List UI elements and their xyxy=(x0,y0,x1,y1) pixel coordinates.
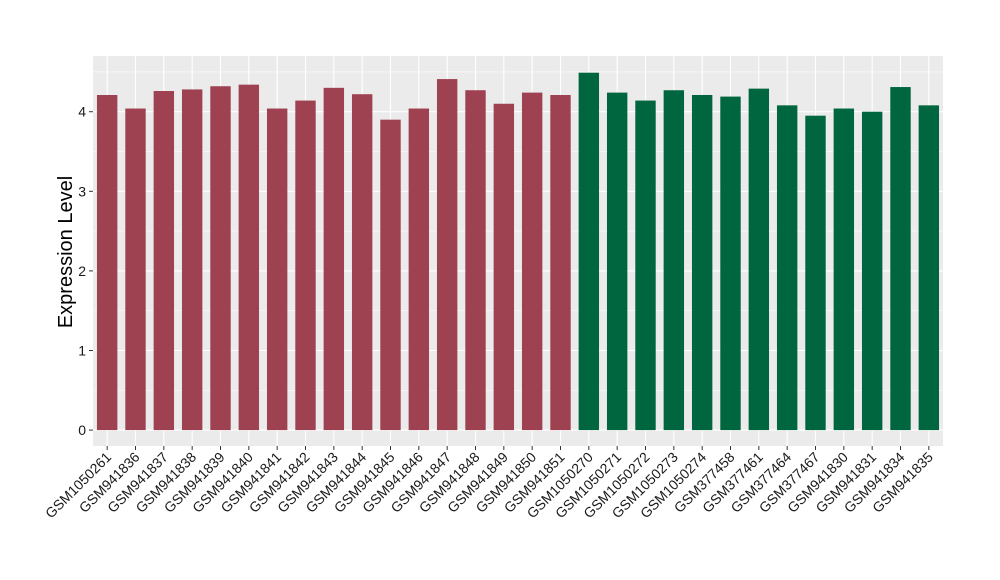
plot-panel xyxy=(93,56,943,446)
bar-GSM1050273 xyxy=(663,90,685,431)
bar-GSM1050272 xyxy=(635,100,656,431)
bars xyxy=(96,72,940,431)
bar-GSM941837 xyxy=(153,91,175,431)
y-tick-label: 2 xyxy=(78,263,86,279)
bar-GSM941849 xyxy=(493,103,515,431)
bar-GSM941841 xyxy=(266,108,288,431)
y-axis: 0 1 2 3 4 xyxy=(78,104,93,438)
bar-GSM941850 xyxy=(521,92,543,431)
bar-GSM941848 xyxy=(465,90,486,431)
bar-GSM377467 xyxy=(805,115,826,431)
bar-GSM941835 xyxy=(918,105,940,431)
bar-GSM941845 xyxy=(380,119,401,431)
bar-GSM1050261 xyxy=(96,95,118,431)
bar-GSM941846 xyxy=(408,108,430,431)
bar-GSM941834 xyxy=(890,87,911,431)
bar-GSM941842 xyxy=(295,100,316,431)
y-tick-label: 1 xyxy=(78,342,86,358)
bar-GSM377458 xyxy=(720,96,741,431)
bar-GSM941830 xyxy=(833,108,855,431)
bar-GSM941836 xyxy=(125,108,146,431)
y-tick-label: 0 xyxy=(78,422,86,438)
bar-GSM941851 xyxy=(550,95,571,431)
y-axis-title: Expression Level xyxy=(55,176,77,328)
bar-GSM941844 xyxy=(351,94,373,431)
bar-GSM1050271 xyxy=(606,92,628,431)
bar-GSM941831 xyxy=(861,111,883,431)
bar-GSM941839 xyxy=(210,86,231,431)
bar-GSM1050274 xyxy=(691,95,713,431)
y-tick-label: 4 xyxy=(78,104,86,120)
bar-GSM941840 xyxy=(238,84,260,431)
bar-GSM941843 xyxy=(323,87,345,431)
bar-GSM941847 xyxy=(436,79,458,431)
bar-GSM377461 xyxy=(748,88,770,431)
y-tick-label: 3 xyxy=(78,183,86,199)
x-axis: GSM1050261GSM941836GSM941837GSM941838GSM… xyxy=(42,446,936,521)
bar-GSM941838 xyxy=(181,89,203,431)
bar-GSM377464 xyxy=(776,105,798,431)
panel-background xyxy=(93,56,943,446)
bar-GSM1050270 xyxy=(578,72,600,431)
